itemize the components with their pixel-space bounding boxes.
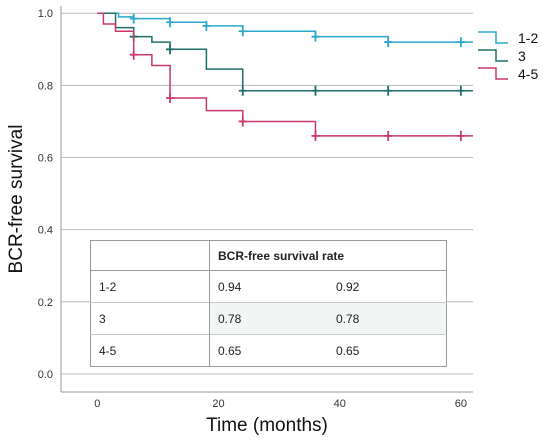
legend: 1-2 3 4-5 — [478, 30, 538, 82]
table-cell-value: 0.65 — [209, 334, 328, 367]
legend-item: 1-2 — [478, 30, 538, 46]
y-tick-labels: 0.0 0.2 0.4 0.6 0.8 1.0 — [38, 8, 53, 381]
legend-swatch — [478, 31, 508, 44]
table-header-title: BCR-free survival rate — [209, 240, 447, 271]
y-tick-label: 1.0 — [38, 8, 53, 20]
legend-item: 4-5 — [478, 66, 538, 82]
table-header-row: BCR-free survival rate — [90, 240, 447, 271]
censor-mark — [311, 31, 320, 42]
survival-curves — [97, 12, 473, 141]
table-cell-value: 0.92 — [328, 270, 447, 303]
censor-mark — [456, 37, 465, 48]
table-row: 1-2 0.94 0.92 — [90, 270, 447, 303]
y-tick-label: 0.4 — [38, 225, 53, 237]
axes — [60, 6, 473, 393]
legend-item: 3 — [478, 48, 526, 64]
table-header-empty — [90, 240, 210, 271]
survival-step-line — [97, 12, 473, 43]
survival-step-line — [97, 12, 473, 92]
legend-swatch — [478, 49, 508, 62]
x-tick-label: 0 — [94, 398, 100, 410]
x-tick-label: 60 — [455, 398, 467, 410]
table-cell-value: 0.65 — [328, 334, 447, 367]
legend-label: 1-2 — [518, 30, 538, 46]
series-1-2 — [97, 12, 473, 48]
table-cell-value: 0.94 — [209, 270, 328, 303]
table-row: 3 0.78 0.78 — [90, 302, 447, 335]
y-tick-label: 0.8 — [38, 80, 53, 92]
x-axis-title: Time (months) — [206, 415, 328, 436]
censor-mark — [238, 85, 247, 96]
censor-mark — [238, 26, 247, 37]
censor-mark — [384, 85, 393, 96]
y-tick-label: 0.6 — [38, 153, 53, 165]
legend-swatch — [478, 67, 508, 80]
x-tick-label: 40 — [334, 398, 346, 410]
table-row: 4-5 0.65 0.65 — [90, 334, 447, 367]
censor-mark — [311, 130, 320, 141]
censor-mark — [129, 49, 138, 60]
censor-mark — [384, 130, 393, 141]
legend-label: 3 — [518, 48, 526, 64]
legend-label: 4-5 — [518, 66, 538, 82]
y-tick-label: 0.0 — [38, 369, 53, 381]
censor-mark — [456, 130, 465, 141]
censor-mark — [456, 85, 465, 96]
censor-mark — [202, 20, 211, 31]
censor-mark — [166, 92, 175, 103]
survival-step-line — [97, 12, 473, 137]
x-tick-label: 20 — [212, 398, 224, 410]
y-axis-title: BCR-free survival — [6, 125, 27, 274]
censor-mark — [384, 37, 393, 48]
table-cell-group: 4-5 — [90, 334, 210, 367]
table-cell-group: 1-2 — [90, 270, 210, 303]
censor-mark — [311, 85, 320, 96]
table-cell-group: 3 — [90, 302, 210, 335]
x-tick-labels: 0 20 40 60 — [94, 398, 467, 410]
table-cell-value: 0.78 — [328, 302, 447, 335]
censor-mark — [129, 13, 138, 24]
series-3 — [97, 12, 473, 96]
table-cell-value: 0.78 — [209, 302, 328, 335]
y-tick-label: 0.2 — [38, 297, 53, 309]
survival-rate-table: BCR-free survival rate 1-2 0.94 0.92 3 0… — [90, 240, 447, 367]
censor-mark — [166, 17, 175, 28]
series-4-5 — [97, 12, 473, 141]
censor-mark — [166, 44, 175, 55]
censor-mark — [238, 116, 247, 127]
